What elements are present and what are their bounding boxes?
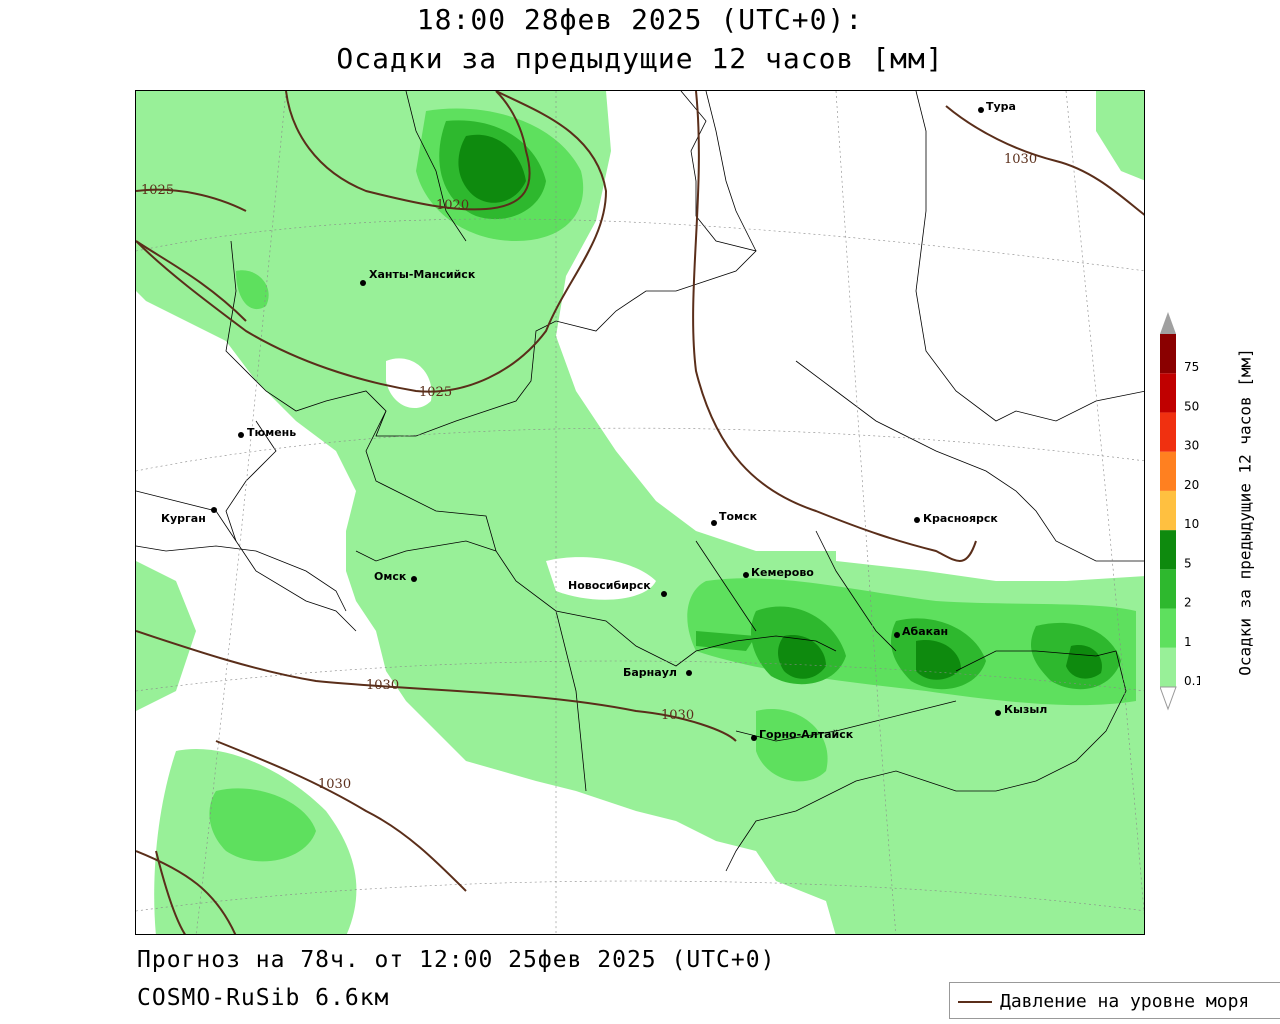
- svg-text:Ханты-Мансийск: Ханты-Мансийск: [369, 268, 476, 281]
- pressure-legend: Давление на уровне моря: [949, 982, 1280, 1019]
- colorbar-cell: [1160, 530, 1176, 570]
- city-marker-kemerovo: Кемерово: [743, 566, 814, 579]
- precipitation-map: 1025 1020 1025 1030 1030 1030 1030 Тура …: [135, 90, 1145, 935]
- city-marker-abakan: Абакан: [894, 625, 948, 638]
- region-borders: [136, 91, 1144, 872]
- isobar-label: 1020: [436, 198, 469, 213]
- colorbar-cell: [1160, 373, 1176, 413]
- city-marker-tyumen: Тюмень: [238, 426, 296, 439]
- city-marker-tura: Тура: [978, 100, 1016, 113]
- svg-text:Барнаул: Барнаул: [623, 666, 677, 679]
- isobar-label: 1030: [318, 777, 351, 792]
- isobar-labels: 1025 1020 1025 1030 1030 1030 1030: [141, 152, 1037, 792]
- svg-text:Абакан: Абакан: [902, 625, 948, 638]
- precip-very-heavy-area: [458, 134, 1102, 680]
- isobar-label: 1025: [419, 385, 452, 400]
- city-marker-khanty-mansiysk: Ханты-Мансийск: [360, 268, 476, 286]
- city-marker-kurgan: Курган: [161, 507, 217, 525]
- colorbar-title: Осадки за предыдущие 12 часов [мм]: [1235, 348, 1255, 676]
- colorbar-tick-label: 30: [1184, 439, 1199, 453]
- city-marker-barnaul: Барнаул: [623, 666, 692, 679]
- pressure-line-swatch: [958, 1001, 992, 1003]
- forecast-info: Прогноз на 78ч. от 12:00 25фев 2025 (UTC…: [137, 947, 776, 973]
- isobars: [136, 91, 1144, 934]
- colorbar-tick-label: 1: [1184, 635, 1192, 649]
- svg-text:Новосибирск: Новосибирск: [568, 579, 651, 592]
- grid-lines: [136, 91, 1144, 934]
- colorbar-over-arrow: [1160, 312, 1176, 334]
- colorbar-cell: [1160, 334, 1176, 374]
- svg-text:Томск: Томск: [719, 510, 758, 523]
- svg-text:Горно-Алтайск: Горно-Алтайск: [759, 728, 854, 741]
- colorbar-tick-label: 50: [1184, 399, 1199, 413]
- colorbar-cell: [1160, 608, 1176, 648]
- colorbar-cell: [1160, 412, 1176, 452]
- colorbar-under-arrow: [1160, 686, 1177, 711]
- colorbar-tick-label: 2: [1184, 596, 1192, 610]
- colorbar-cell: [1160, 490, 1176, 531]
- colorbar-tick-label: 20: [1184, 478, 1199, 492]
- svg-text:Тюмень: Тюмень: [247, 426, 296, 439]
- city-marker-gorno-altaysk: Горно-Алтайск: [751, 728, 854, 741]
- colorbar-cell: [1160, 451, 1176, 491]
- svg-text:Тура: Тура: [986, 100, 1016, 113]
- city-marker-tomsk: Томск: [711, 510, 758, 526]
- city-marker-kyzyl: Кызыл: [995, 703, 1047, 716]
- map-title: 18:00 28фев 2025 (UTC+0):: [416, 3, 864, 36]
- city-marker-omsk: Омск: [374, 570, 417, 583]
- colorbar-tick-label: 5: [1184, 556, 1192, 570]
- city-marker-krasnoyarsk: Красноярск: [914, 512, 998, 525]
- isobar-label: 1030: [1004, 152, 1037, 167]
- isobar-label: 1030: [661, 708, 694, 723]
- colorbar-cell: [1160, 647, 1176, 687]
- colorbar-tick-label: 10: [1184, 517, 1199, 531]
- city-marker-novosibirsk: Новосибирск: [568, 579, 667, 597]
- precip-gaps: [136, 321, 656, 600]
- city-markers: Тура Ханты-Мансийск Тюмень Курган Омск Н…: [161, 100, 1047, 741]
- isobar-label: 1025: [141, 183, 174, 198]
- svg-text:Омск: Омск: [374, 570, 407, 583]
- isobar-label: 1030: [366, 678, 399, 693]
- pressure-legend-label: Давление на уровне моря: [1000, 991, 1250, 1012]
- svg-text:Кемерово: Кемерово: [751, 566, 814, 579]
- model-name: COSMO-RuSib 6.6км: [137, 985, 390, 1011]
- svg-text:Кызыл: Кызыл: [1004, 703, 1047, 716]
- svg-text:Красноярск: Красноярск: [923, 512, 998, 525]
- colorbar-cell: [1160, 569, 1176, 609]
- colorbar-tick-label: 75: [1184, 360, 1199, 374]
- precipitation-colorbar: 0.1 1 2 5 10 20 30 50 75: [1160, 312, 1200, 711]
- colorbar-tick-label: 0.1: [1184, 674, 1200, 688]
- map-subtitle: Осадки за предыдущие 12 часов [мм]: [336, 42, 944, 75]
- svg-text:Курган: Курган: [161, 512, 206, 525]
